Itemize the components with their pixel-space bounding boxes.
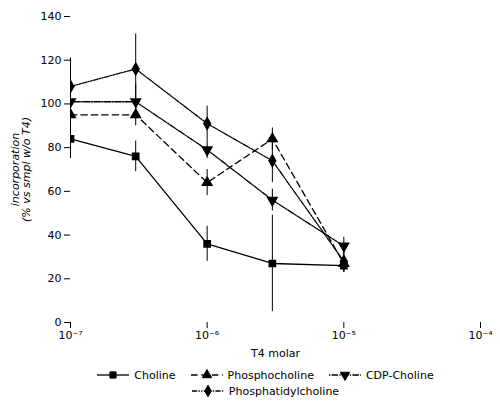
svg-text:120: 120 <box>41 54 62 67</box>
html-text:Phosphatidylcholine: Phosphatidylcholine <box>228 384 340 398</box>
svg-text:10⁻⁵: 10⁻⁵ <box>332 329 356 342</box>
svg-text:10⁻⁷: 10⁻⁷ <box>58 329 82 342</box>
svg-text:incorporation(% vs smpl w/o T4: incorporation(% vs smpl w/o T4) <box>9 117 33 222</box>
html-text:Phosphocholine: Phosphocholine <box>227 368 314 382</box>
html-text:CDP-Choline: CDP-Choline <box>365 368 434 382</box>
svg-text:0: 0 <box>55 316 62 329</box>
svg-text:80: 80 <box>48 141 62 154</box>
svg-text:40: 40 <box>48 229 62 242</box>
svg-text:T4 molar: T4 molar <box>250 347 300 360</box>
svg-text:60: 60 <box>48 185 62 198</box>
svg-text:10⁻⁶: 10⁻⁶ <box>195 329 220 342</box>
svg-text:10⁻⁴: 10⁻⁴ <box>468 329 493 342</box>
svg-text:140: 140 <box>41 10 62 23</box>
svg-text:20: 20 <box>48 272 62 285</box>
html-text:Choline: Choline <box>134 368 176 382</box>
svg-text:100: 100 <box>41 97 62 110</box>
